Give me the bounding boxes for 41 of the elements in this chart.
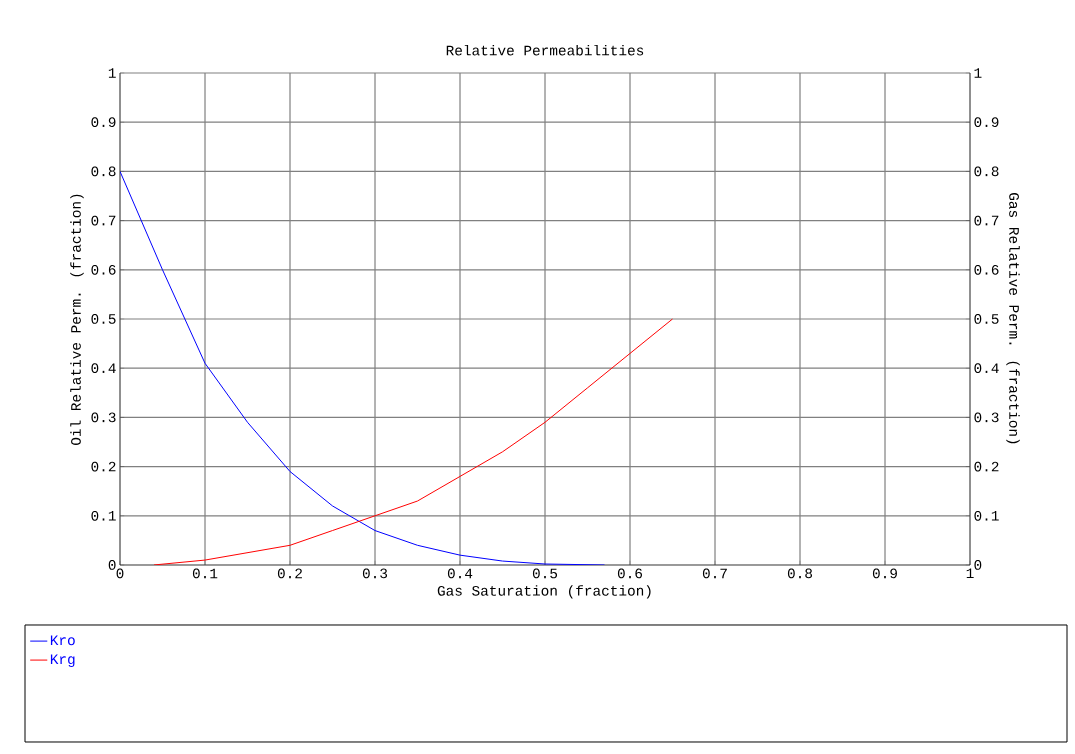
y2-tick-label: 0.5 [974,314,999,324]
x-tick-label: 0.4 [447,568,473,579]
y2-tick-label: 0 [974,560,982,570]
x-tick-label: 0.1 [192,568,218,579]
y-tick-label: 0.1 [91,510,116,521]
x-tick-label: 0.2 [277,568,302,579]
y-tick-label: 0.4 [91,363,116,374]
legend-label: Krg [50,654,75,668]
y-tick-label: 0.5 [91,314,116,324]
x-tick-label: 0.3 [362,568,388,579]
line-series [153,318,674,565]
y2-tick-label: 0.6 [974,264,999,275]
y-axis-title: Oil Relative Perm. (fraction) [70,194,84,446]
y-tick-label: 0.2 [91,461,116,472]
x-tick-label: 0.8 [787,568,813,579]
y-tick-label: 0.8 [91,166,116,177]
y-tick-label: 0.7 [91,215,116,226]
y2-tick-label: 0.3 [974,412,999,423]
y-tick-label: 0.3 [91,412,116,423]
x-tick-label: 1 [966,568,974,578]
x-tick-label: 0.7 [702,568,727,579]
y-tick-label: 0 [108,560,116,570]
y2-tick-label: 1 [974,68,982,78]
y2-tick-label: 0.7 [974,215,999,226]
x-tick-label: 0.6 [617,568,643,579]
x-axis-title: Gas Saturation (fraction) [437,585,651,599]
y2-tick-label: 0.4 [974,363,999,374]
y-tick-label: 0.9 [91,117,116,128]
legend-label: Kro [50,635,75,646]
y2-tick-label: 0.9 [974,117,999,128]
y2-axis-title: Gas Relative Perm. (fraction) [1006,193,1020,444]
x-tick-label: 0.9 [872,568,897,579]
x-tick-label: 0 [116,568,124,579]
y2-tick-label: 0.2 [974,461,999,472]
y-tick-label: 0.6 [91,264,116,275]
y2-tick-label: 0.8 [974,166,999,177]
x-tick-label: 0.5 [532,568,558,579]
y-tick-label: 1 [108,68,116,78]
line-series [120,170,606,565]
y2-tick-label: 0.1 [974,510,999,521]
chart-title: Relative Permeabilities [446,44,644,56]
